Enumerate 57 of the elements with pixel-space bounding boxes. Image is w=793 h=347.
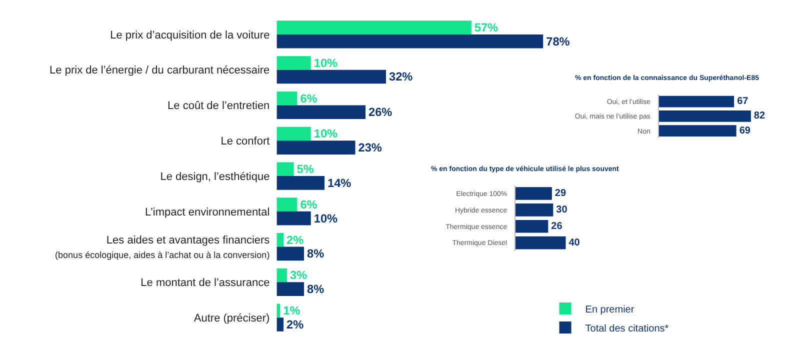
bar xyxy=(276,70,386,84)
data-label: 10% xyxy=(314,126,338,141)
data-label: 30 xyxy=(556,204,568,216)
y-tick-label: Les aides et avantages financiers (bonus écologique, aides à l’achat ou à la conversion) xyxy=(55,234,270,260)
y-tick-label: L’impact environnemental xyxy=(144,206,270,218)
bar xyxy=(276,176,325,190)
data-label: 5% xyxy=(296,162,314,176)
data-label: 8% xyxy=(307,282,325,296)
data-label: 6% xyxy=(300,91,318,106)
data-label: 67 xyxy=(737,96,749,108)
bar xyxy=(276,211,311,226)
data-label: 14% xyxy=(328,176,352,190)
y-tick-label: Le montant de l’assurance xyxy=(140,277,270,290)
bar xyxy=(276,282,304,296)
bar xyxy=(516,220,548,233)
data-label: 10% xyxy=(314,211,338,226)
data-label: 78% xyxy=(546,34,570,48)
y-tick-label: Le confort xyxy=(220,135,270,148)
bar xyxy=(516,187,552,200)
data-label: 26% xyxy=(368,105,393,120)
data-label: 32% xyxy=(389,70,414,84)
data-label: 6% xyxy=(300,197,318,212)
data-label: 23% xyxy=(358,140,382,154)
data-label: 2% xyxy=(286,317,304,332)
legend-label: En premier xyxy=(585,304,635,316)
y-tick-label: Autre (préciser) xyxy=(194,312,270,324)
legend-label: Total des citations* xyxy=(585,323,669,334)
data-label: 2% xyxy=(286,232,304,247)
data-label: 8% xyxy=(307,246,325,261)
bar xyxy=(276,20,472,34)
bar xyxy=(276,198,298,212)
bar xyxy=(276,318,284,332)
bar xyxy=(276,56,311,70)
data-label: 29 xyxy=(554,188,566,200)
y-tick-label: Le prix de l’énergie / du carburant nécessaire xyxy=(50,64,270,77)
data-label: 57% xyxy=(474,20,499,35)
bar xyxy=(276,268,287,282)
data-label: 40 xyxy=(568,237,580,248)
y-tick-label: Le design, l’esthétique xyxy=(160,170,270,183)
bar xyxy=(276,246,304,261)
data-label: 69 xyxy=(739,125,751,136)
data-label: 1% xyxy=(283,304,301,318)
bar xyxy=(276,162,294,176)
y-tick-label: Le prix d’acquisition de la voiture xyxy=(110,29,270,42)
bar xyxy=(276,232,284,247)
y-tick-label: Le coût de l’entretien xyxy=(168,100,270,112)
bar xyxy=(276,34,544,48)
bar xyxy=(276,91,298,106)
data-label: 10% xyxy=(314,56,338,70)
data-label: 3% xyxy=(290,268,308,282)
bar xyxy=(276,126,311,141)
data-label: 26 xyxy=(551,220,563,232)
data-label: 82 xyxy=(754,110,766,122)
bar xyxy=(276,140,356,154)
bar xyxy=(516,204,554,216)
bar xyxy=(276,105,366,120)
bar xyxy=(516,236,566,250)
